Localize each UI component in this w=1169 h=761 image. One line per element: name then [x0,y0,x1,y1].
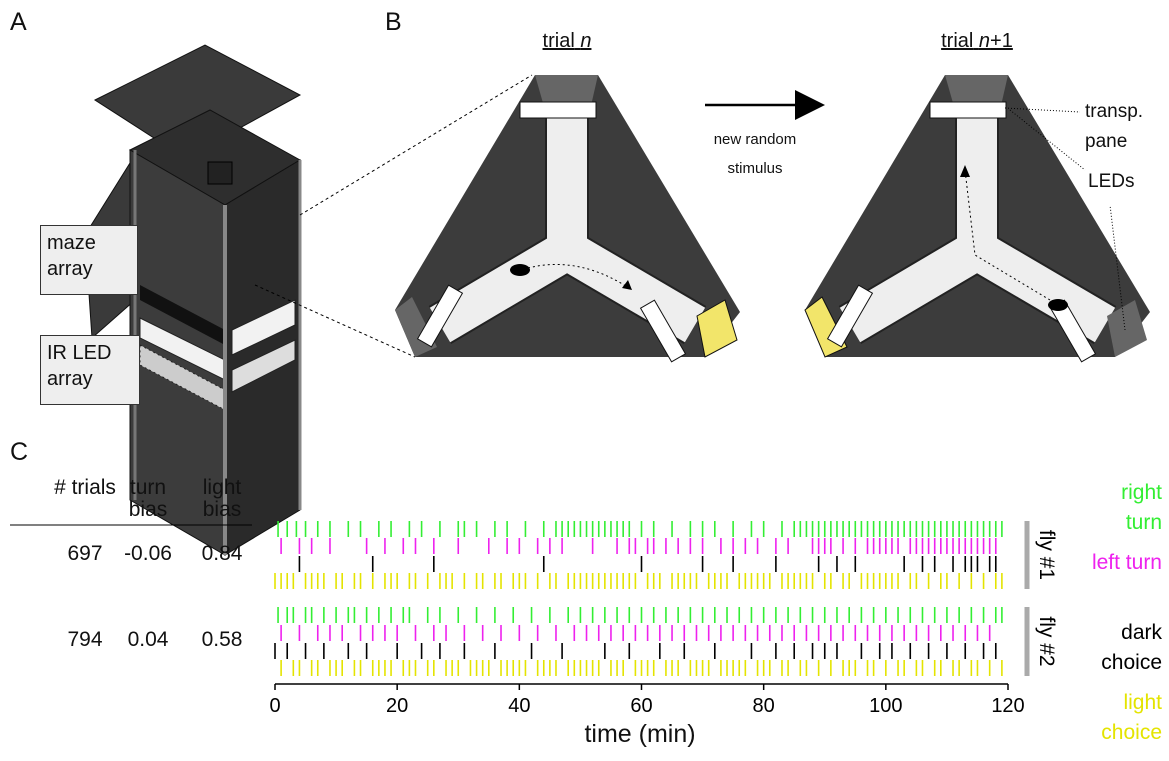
table-cell: 697 [50,542,120,566]
fly-label: fly #2 [1035,616,1058,666]
x-tick-label: 20 [386,695,408,717]
table-cell: 0.58 [187,628,257,652]
x-tick-label: 120 [991,695,1024,717]
table-header: light bias [191,477,253,521]
fly [510,264,530,276]
trial-title: trial n [497,30,637,53]
legend-entry: dark choice [1082,618,1162,678]
table-cell: 794 [50,628,120,652]
x-tick-label: 80 [753,695,775,717]
figure: 0 20 40 60 80 100 120 fly #1 fly #2 A B C maze a… [0,0,1169,761]
legend-entry: light choice [1082,688,1162,748]
trial-title: trial n+1 [907,30,1047,53]
word: trial [941,30,973,52]
fly [1048,299,1068,311]
var: n [580,30,591,52]
annotation: transp. pane [1085,97,1155,157]
table-header: # trials [54,477,116,499]
label-box: maze array [40,225,138,295]
arrow-head [795,90,825,120]
table-cell: 0.04 [113,628,183,652]
panel-label: C [10,438,28,467]
legend-entry: right turn [1082,478,1162,538]
pane [930,102,1006,118]
table-cell: -0.06 [113,542,183,566]
label-box: IR LED array [40,335,140,405]
x-tick-label: 100 [869,695,902,717]
pane [520,102,596,118]
maze-n [395,75,740,362]
x-tick-label: 0 [269,695,280,717]
panel-label: A [10,8,27,37]
raster-plot: 0 20 40 60 80 100 120 fly #1 fly #2 [269,521,1058,717]
table-cell: 0.84 [187,542,257,566]
panel-label: B [385,8,402,37]
label: maze array [47,230,117,282]
suffix: +1 [990,30,1013,52]
x-tick-label: 60 [630,695,652,717]
camera [208,162,232,184]
x-tick-label: 40 [508,695,530,717]
table-header: turn bias [117,477,179,521]
fly-label: fly #1 [1035,530,1058,580]
label: IR LED array [47,340,127,392]
arrow-label: new random stimulus [695,125,815,183]
x-axis-label: time (min) [560,720,720,749]
legend-entry: left turn [1082,548,1162,578]
word: trial [543,30,575,52]
annotation: LEDs [1088,167,1134,197]
var: n [979,30,990,52]
